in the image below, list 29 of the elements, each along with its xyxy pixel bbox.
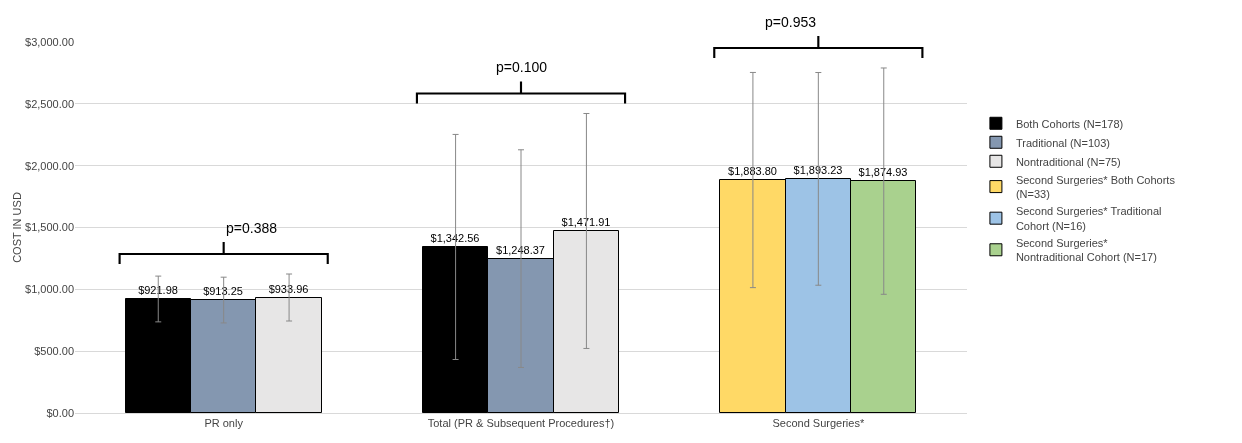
data-label: $1,893.23 — [793, 163, 843, 176]
annotation: p=0.388 — [226, 220, 278, 236]
x-tick-label: Second Surgeries* — [772, 417, 865, 430]
data-label: $933.96 — [268, 282, 309, 295]
y-tick-label: $2,500.00 — [25, 97, 74, 110]
text: p=0.953 — [765, 14, 817, 30]
data-label: $1,248.37 — [496, 243, 545, 256]
y-tick-label: $1,500.00 — [25, 221, 74, 234]
x-tick-label: PR only — [204, 417, 244, 430]
data-label: $913.25 — [203, 284, 243, 297]
annotation: p=0.100 — [496, 59, 548, 75]
data-label: $921.98 — [138, 283, 178, 296]
y-tick-label: $0.00 — [46, 406, 74, 419]
x-tick-label: Total (PR & Subsequent Procedures†) — [427, 417, 615, 430]
legend-label: Second Surgeries* Traditional Cohort (N=16) — [1015, 205, 1162, 232]
data-label: $1,883.80 — [728, 164, 777, 177]
legend-label: Both Cohorts (N=178) — [1015, 117, 1124, 130]
legend-label: Second Surgeries* Both Cohorts (N=33) — [1015, 173, 1176, 201]
legend-label: Nontraditional (N=75) — [1015, 155, 1121, 168]
y-tick-label: $500.00 — [34, 345, 74, 358]
data-label: $1,471.91 — [561, 215, 611, 228]
y-tick-label: $3,000.00 — [25, 35, 74, 48]
y-tick-label: $2,000.00 — [25, 159, 74, 172]
data-label: $1,874.93 — [858, 165, 908, 178]
y-tick-label: $1,000.00 — [25, 283, 74, 296]
legend-label: Traditional (N=103) — [1015, 136, 1110, 149]
data-label: $1,342.56 — [430, 231, 480, 244]
legend-label: Second Surgeries* Nontraditional Cohort (N=17) — [1015, 236, 1157, 264]
y-axis-title: COST IN USD — [11, 192, 24, 263]
